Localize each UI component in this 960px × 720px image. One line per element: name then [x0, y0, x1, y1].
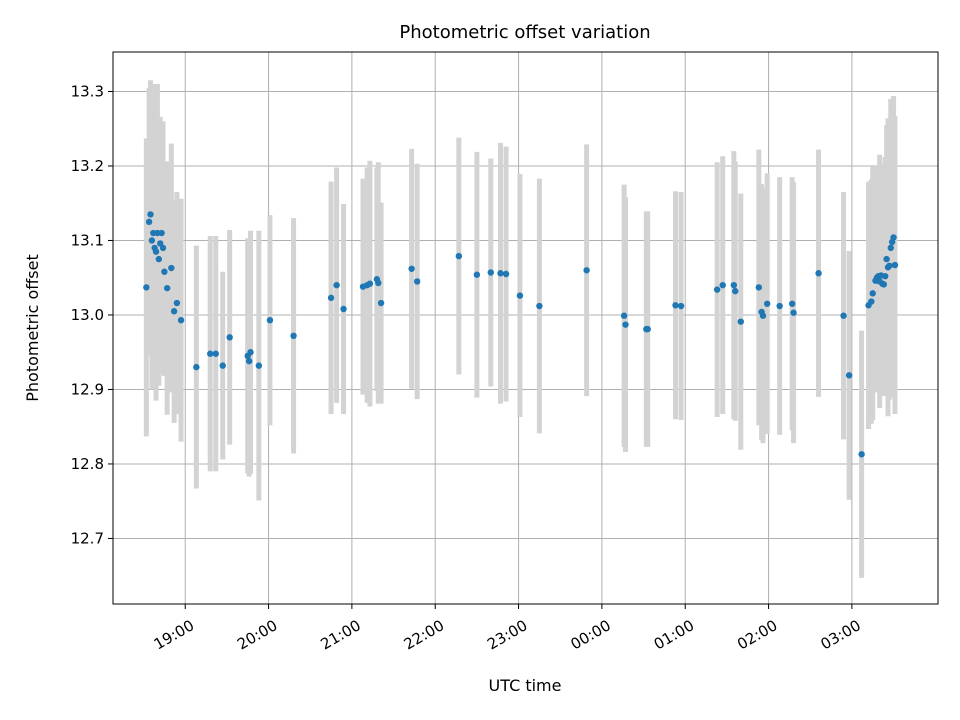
data-point	[145, 218, 153, 226]
data-point	[732, 287, 739, 295]
data-point	[788, 300, 796, 307]
data-point	[620, 312, 628, 319]
data-point	[408, 265, 415, 272]
grid	[113, 52, 938, 604]
y-tick-label: 13.0	[71, 306, 104, 324]
y-axis: 12.7 12.8 12.9 13.0 13.1 13.2 13.3	[71, 82, 113, 547]
data-point	[887, 244, 894, 252]
data-point	[177, 316, 185, 324]
data-point	[375, 279, 382, 287]
data-point	[790, 309, 797, 316]
data-point	[193, 363, 200, 371]
data-points	[143, 211, 899, 458]
data-point	[377, 299, 385, 307]
data-point	[266, 316, 274, 324]
data-point	[147, 211, 154, 218]
data-point	[159, 244, 167, 252]
data-point	[713, 286, 721, 293]
data-point	[163, 284, 171, 292]
data-point	[158, 229, 165, 237]
y-tick-label: 12.9	[71, 380, 104, 398]
y-axis-label: Photometric offset	[23, 254, 42, 402]
data-point	[152, 248, 160, 255]
y-tick-label: 13.2	[71, 157, 104, 175]
data-point	[858, 451, 865, 458]
data-point	[245, 357, 253, 365]
data-point	[366, 280, 374, 287]
data-point	[776, 302, 783, 310]
data-point	[170, 308, 178, 315]
data-point	[880, 281, 888, 288]
data-point	[247, 349, 254, 356]
data-point	[219, 362, 226, 369]
data-point	[473, 271, 481, 278]
data-point	[868, 298, 875, 305]
data-point	[226, 334, 233, 341]
data-point	[759, 312, 767, 319]
data-point	[644, 325, 651, 333]
data-point	[143, 284, 150, 291]
data-point	[333, 281, 340, 289]
data-point	[340, 305, 347, 313]
data-point	[207, 350, 214, 357]
y-tick-label: 13.3	[71, 82, 104, 100]
data-point	[255, 362, 263, 369]
data-point	[886, 262, 893, 269]
data-point	[882, 273, 889, 280]
data-point	[413, 278, 421, 285]
data-point	[502, 270, 510, 278]
data-point	[161, 268, 168, 275]
data-point	[327, 294, 335, 302]
y-tick-label: 12.8	[71, 455, 104, 473]
data-point	[815, 270, 822, 277]
data-point	[212, 350, 219, 357]
y-tick-label: 12.7	[71, 529, 104, 547]
data-point	[883, 255, 890, 263]
data-point	[148, 237, 156, 244]
data-point	[677, 302, 685, 310]
data-point	[497, 270, 504, 277]
data-point	[845, 372, 853, 379]
data-point	[840, 312, 847, 319]
data-point	[168, 264, 175, 272]
data-point	[891, 261, 899, 269]
data-point	[737, 318, 744, 325]
data-point	[869, 290, 876, 297]
data-point	[719, 281, 726, 289]
data-point	[487, 269, 494, 276]
y-tick-label: 13.1	[71, 231, 104, 249]
data-point	[763, 300, 771, 307]
data-point	[672, 302, 679, 309]
data-point	[622, 321, 629, 328]
x-axis-label: UTC time	[489, 676, 562, 695]
data-point	[455, 252, 463, 260]
data-point	[536, 302, 543, 310]
data-point	[290, 332, 297, 340]
plot-frame	[112, 51, 939, 605]
data-point	[516, 292, 524, 299]
data-point	[155, 255, 163, 263]
data-point	[890, 234, 897, 241]
data-point	[173, 299, 181, 307]
chart-title: Photometric offset variation	[399, 22, 650, 43]
data-point	[730, 281, 738, 289]
data-point	[755, 284, 763, 291]
data-point	[583, 267, 590, 274]
